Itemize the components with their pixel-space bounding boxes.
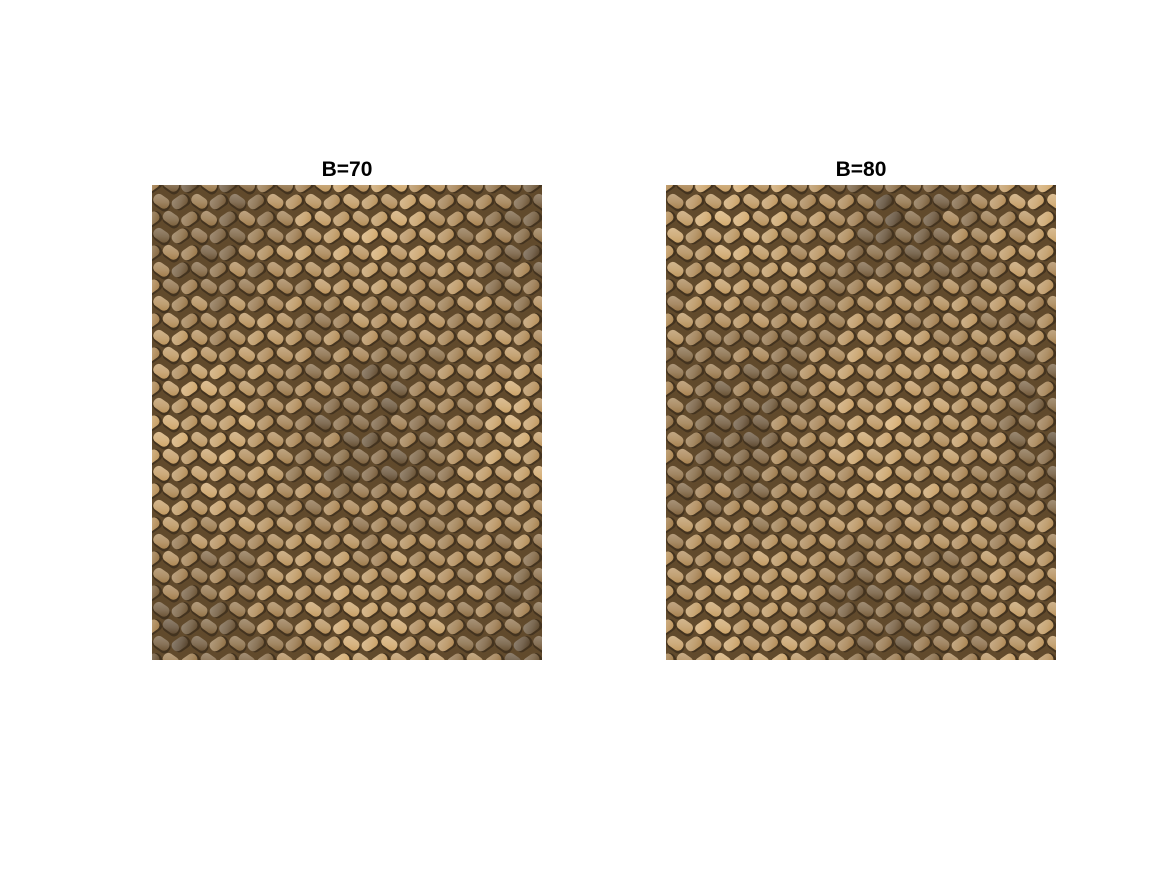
panel-title-right: B=80 [835,158,887,181]
woven-texture-image-right [666,185,1056,660]
panel-title-left: B=70 [321,158,373,181]
woven-texture-image-left [152,185,542,660]
